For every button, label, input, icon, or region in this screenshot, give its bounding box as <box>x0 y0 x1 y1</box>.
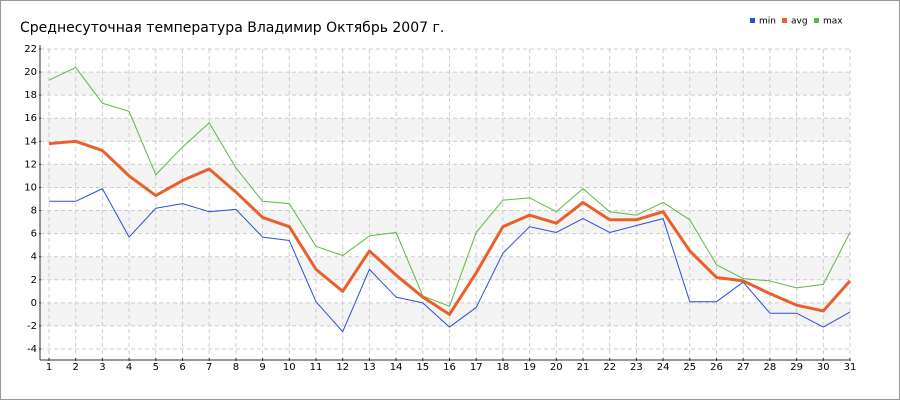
legend-swatch <box>814 18 819 23</box>
grid-band <box>40 302 850 326</box>
y-tick-label: 4 <box>31 252 37 263</box>
y-tick-label: 8 <box>31 206 37 217</box>
grid-band <box>40 72 850 96</box>
y-tick-label: 16 <box>24 113 37 124</box>
x-tick-label: 10 <box>283 362 296 373</box>
x-tick-label: 2 <box>73 362 79 373</box>
x-tick-label: 31 <box>844 362 857 373</box>
x-tick-label: 12 <box>336 362 349 373</box>
x-tick-label: 25 <box>683 362 696 373</box>
x-tick-label: 20 <box>550 362 563 373</box>
x-tick-label: 28 <box>764 362 777 373</box>
grid-band <box>40 164 850 188</box>
x-tick-label: 4 <box>126 362 132 373</box>
legend-label: max <box>823 17 843 27</box>
x-tick-label: 23 <box>630 362 643 373</box>
series-line <box>48 66 851 307</box>
series-line <box>49 188 851 333</box>
chart-title: Среднесуточная температура Владимир Октя… <box>20 20 444 36</box>
x-tick-label: 26 <box>710 362 723 373</box>
series-line <box>48 139 852 316</box>
x-tick-label: 7 <box>206 362 212 373</box>
x-tick-label: 5 <box>153 362 159 373</box>
y-tick-label: 6 <box>31 229 37 240</box>
legend-swatch <box>782 18 787 23</box>
x-tick-label: 18 <box>497 362 510 373</box>
x-tick-label: 11 <box>310 362 323 373</box>
x-tick-label: 13 <box>363 362 376 373</box>
y-tick-label: 12 <box>24 159 37 170</box>
y-tick-label: 10 <box>24 182 37 193</box>
y-tick-label: 22 <box>24 44 37 55</box>
x-tick-label: 1 <box>46 362 52 373</box>
legend-label: avg <box>791 17 808 27</box>
x-tick-label: 29 <box>790 362 803 373</box>
y-tick-label: 18 <box>24 90 37 101</box>
x-tick-label: 22 <box>603 362 616 373</box>
legend-label: min <box>759 17 776 27</box>
y-tick-label: -4 <box>27 344 37 355</box>
x-tick-label: 19 <box>523 362 536 373</box>
grid-band <box>40 256 850 280</box>
x-tick-label: 14 <box>390 362 403 373</box>
x-tick-label: 27 <box>737 362 750 373</box>
y-tick-label: 0 <box>31 298 37 309</box>
x-tick-label: 21 <box>577 362 590 373</box>
x-tick-label: 6 <box>179 362 185 373</box>
y-tick-label: 20 <box>24 67 37 78</box>
x-tick-label: 16 <box>443 362 456 373</box>
y-tick-label: 14 <box>24 136 37 147</box>
x-tick-label: 24 <box>657 362 670 373</box>
x-tick-label: 15 <box>416 362 429 373</box>
x-tick-label: 30 <box>817 362 830 373</box>
x-tick-label: 9 <box>259 362 265 373</box>
y-tick-label: 2 <box>31 275 37 286</box>
x-tick-label: 17 <box>470 362 483 373</box>
x-tick-label: 3 <box>99 362 105 373</box>
x-tick-label: 8 <box>233 362 239 373</box>
grid-band <box>40 210 850 234</box>
legend-swatch <box>750 18 755 23</box>
y-tick-label: -2 <box>27 321 37 332</box>
grid-band <box>40 118 850 142</box>
